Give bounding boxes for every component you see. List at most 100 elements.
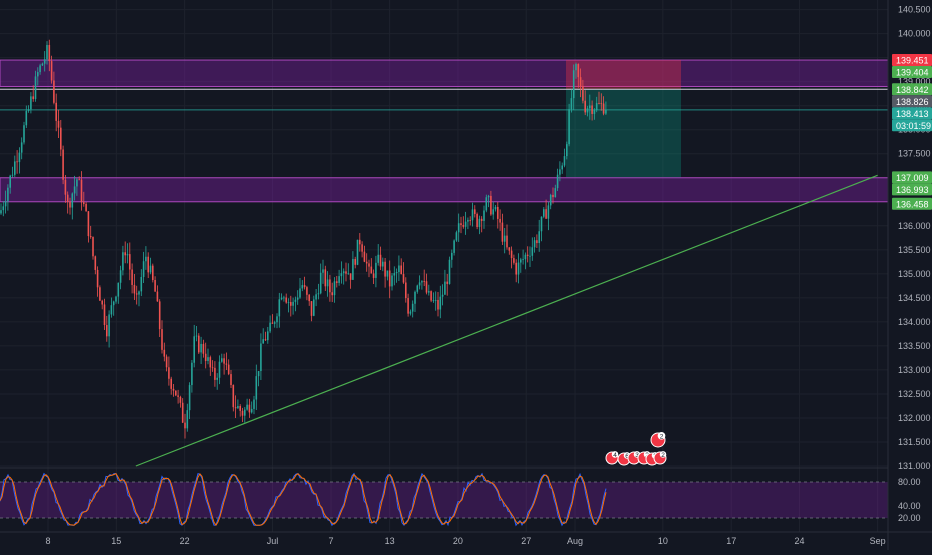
price-tag-label: 136.993 bbox=[896, 185, 929, 195]
candle-body bbox=[257, 371, 260, 377]
candle bbox=[492, 201, 494, 220]
price-tag: 138.413 bbox=[892, 107, 932, 120]
candle bbox=[43, 51, 46, 72]
candle bbox=[543, 207, 545, 219]
candle bbox=[524, 252, 527, 270]
time-axis[interactable]: 8 15 22 Jul 7 13 20 27 Aug 10 17 24 Sep bbox=[0, 531, 932, 546]
candle-body bbox=[299, 288, 301, 298]
candle-body bbox=[255, 376, 258, 400]
candle-body bbox=[503, 235, 506, 242]
price-tick-label: 134.500 bbox=[898, 293, 931, 303]
candle-body bbox=[547, 205, 550, 219]
candle-body bbox=[407, 298, 409, 314]
candle-body bbox=[400, 265, 402, 275]
candle-body bbox=[354, 258, 356, 265]
candle bbox=[347, 263, 350, 275]
candle-body bbox=[11, 174, 14, 176]
event-marker[interactable]: 3 bbox=[627, 451, 641, 465]
candle-body bbox=[230, 374, 232, 386]
price-tick-label: 133.000 bbox=[898, 365, 931, 375]
candle bbox=[147, 252, 149, 279]
candle bbox=[253, 395, 255, 415]
candle-body bbox=[319, 272, 322, 294]
ascending-trendline[interactable] bbox=[135, 174, 878, 467]
trendline[interactable] bbox=[135, 174, 878, 467]
candle bbox=[315, 288, 317, 307]
candle-body bbox=[211, 367, 214, 369]
candle bbox=[184, 413, 186, 439]
candle bbox=[425, 273, 428, 295]
time-tick-label: 10 bbox=[658, 536, 668, 546]
candle-body bbox=[273, 322, 276, 324]
stoch-tick-label: 40.00 bbox=[898, 501, 921, 511]
candle bbox=[296, 290, 299, 305]
candle bbox=[317, 283, 320, 300]
candle-body bbox=[451, 252, 453, 260]
candle bbox=[591, 100, 593, 121]
candle bbox=[0, 203, 2, 215]
candle bbox=[161, 320, 163, 354]
event-markers[interactable]: 2463232 bbox=[605, 431, 667, 466]
candle-body bbox=[7, 187, 9, 202]
candle-body bbox=[340, 273, 343, 277]
stop-loss-zone[interactable] bbox=[566, 60, 681, 90]
candle bbox=[23, 121, 25, 145]
candle-body bbox=[99, 287, 101, 301]
candle bbox=[602, 96, 605, 116]
event-marker[interactable]: 4 bbox=[605, 451, 619, 465]
candle bbox=[485, 194, 488, 213]
candle bbox=[510, 246, 513, 269]
candle-body bbox=[165, 356, 168, 368]
candle bbox=[193, 324, 195, 368]
candle bbox=[577, 63, 580, 88]
candle bbox=[395, 268, 398, 283]
candle-body bbox=[262, 339, 264, 344]
candle-body bbox=[533, 240, 536, 248]
short-position-tool[interactable] bbox=[566, 60, 681, 178]
price-tag: 139.451 bbox=[892, 54, 932, 67]
candle-body bbox=[64, 179, 67, 195]
candle-body bbox=[485, 197, 488, 211]
candle-body bbox=[414, 291, 416, 304]
candle bbox=[262, 328, 264, 344]
candle-body bbox=[131, 269, 133, 285]
event-marker[interactable]: 6 bbox=[617, 452, 631, 466]
candle bbox=[248, 398, 251, 418]
candle bbox=[563, 148, 566, 168]
candle-body bbox=[177, 395, 179, 397]
candle-body bbox=[32, 96, 34, 99]
candle bbox=[152, 263, 154, 283]
candle bbox=[294, 296, 297, 312]
candle-body bbox=[428, 291, 430, 293]
candle bbox=[437, 292, 439, 317]
candle-body bbox=[570, 98, 573, 110]
candle bbox=[432, 292, 435, 303]
candle-body bbox=[370, 266, 373, 274]
candle-body bbox=[62, 149, 64, 180]
candle bbox=[356, 239, 359, 266]
candle-body bbox=[234, 407, 237, 409]
candle-body bbox=[138, 291, 140, 295]
candle-body bbox=[520, 259, 522, 263]
candle-body bbox=[191, 362, 193, 386]
candle bbox=[464, 211, 467, 235]
price-tag-label: 139.451 bbox=[896, 56, 929, 66]
candle-body bbox=[515, 262, 517, 275]
candle-body bbox=[455, 232, 458, 241]
candle-body bbox=[175, 390, 177, 396]
candle bbox=[556, 168, 559, 191]
event-marker[interactable]: 2 bbox=[650, 431, 666, 448]
candle bbox=[34, 70, 37, 102]
candle bbox=[257, 370, 260, 387]
candle-body bbox=[89, 236, 92, 238]
candle bbox=[423, 269, 425, 287]
price-tag-bg bbox=[892, 95, 932, 108]
event-marker[interactable]: 2 bbox=[653, 451, 667, 465]
candle-body bbox=[494, 206, 497, 210]
candle bbox=[255, 364, 258, 411]
candle-body bbox=[60, 127, 62, 150]
candle-body bbox=[317, 293, 320, 295]
candle bbox=[283, 295, 285, 302]
candle bbox=[598, 91, 600, 105]
